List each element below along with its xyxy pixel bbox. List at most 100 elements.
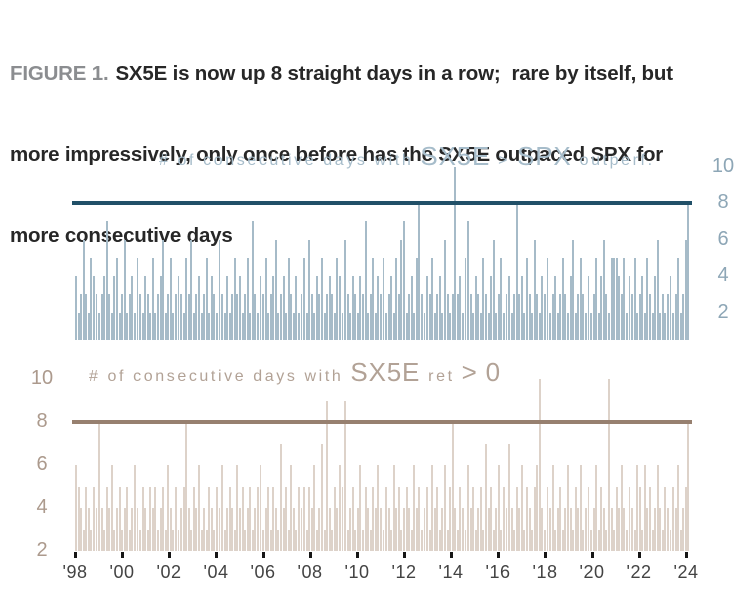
bar bbox=[520, 276, 523, 340]
bar bbox=[182, 486, 185, 551]
bar bbox=[105, 486, 108, 551]
bar bbox=[625, 312, 628, 340]
top-chart-title: # of consecutive days with SX5E > SPX ou… bbox=[159, 141, 655, 172]
bar bbox=[549, 508, 551, 551]
chart-title-text: > 0 bbox=[461, 357, 501, 387]
x-tick-label: '08 bbox=[297, 562, 323, 582]
bar bbox=[426, 276, 428, 340]
bar bbox=[151, 257, 154, 340]
bar bbox=[382, 529, 385, 551]
bar bbox=[659, 508, 662, 551]
bar bbox=[569, 276, 572, 340]
bar bbox=[482, 529, 485, 551]
bar bbox=[674, 508, 677, 551]
bar bbox=[90, 257, 93, 340]
bar bbox=[679, 529, 682, 551]
bar bbox=[415, 257, 418, 340]
bar bbox=[400, 239, 403, 340]
bar bbox=[467, 221, 469, 340]
bar bbox=[326, 294, 329, 340]
bar bbox=[569, 508, 572, 551]
chart-title-text: outperf. bbox=[579, 152, 655, 169]
bar bbox=[638, 486, 641, 551]
bar bbox=[533, 239, 536, 340]
bar bbox=[392, 312, 395, 340]
bar bbox=[518, 294, 521, 340]
bar bbox=[231, 294, 234, 340]
bar bbox=[372, 486, 375, 551]
bar bbox=[651, 312, 654, 340]
bar bbox=[226, 508, 229, 551]
x-tick-mark bbox=[402, 552, 406, 558]
y-tick-label: 6 bbox=[36, 453, 48, 475]
bar bbox=[410, 276, 413, 340]
bar bbox=[244, 294, 247, 340]
y-tick-label: 2 bbox=[717, 300, 729, 323]
bar bbox=[682, 294, 685, 340]
bar bbox=[513, 529, 516, 551]
bar bbox=[415, 508, 418, 551]
bar bbox=[262, 294, 264, 340]
bar bbox=[556, 312, 559, 340]
y-tick-label: 8 bbox=[717, 191, 729, 214]
bar bbox=[95, 294, 98, 340]
bar bbox=[251, 529, 254, 551]
bar bbox=[269, 529, 272, 551]
y-tick-label: 10 bbox=[711, 154, 735, 177]
bar bbox=[85, 294, 88, 340]
x-tick-label: '00 bbox=[109, 562, 135, 582]
bar bbox=[536, 294, 539, 340]
bar bbox=[246, 257, 249, 340]
x-tick-label: '12 bbox=[391, 562, 417, 582]
bar bbox=[536, 465, 539, 551]
x-tick-label: '22 bbox=[626, 562, 652, 582]
bar bbox=[587, 276, 590, 340]
x-tick-mark bbox=[684, 552, 688, 558]
bar bbox=[436, 294, 439, 340]
bar bbox=[661, 529, 664, 551]
bar bbox=[128, 529, 131, 551]
bar bbox=[485, 443, 487, 551]
bar bbox=[100, 508, 103, 551]
bar bbox=[239, 276, 241, 340]
x-tick-mark bbox=[214, 552, 218, 558]
bar bbox=[136, 257, 139, 340]
bar bbox=[490, 276, 493, 340]
bar bbox=[333, 486, 336, 551]
bar bbox=[423, 508, 426, 551]
bar bbox=[454, 166, 457, 340]
bar bbox=[677, 257, 680, 340]
bar bbox=[259, 465, 262, 551]
bar bbox=[308, 486, 311, 551]
bar bbox=[200, 312, 203, 340]
bar bbox=[613, 257, 616, 340]
bar bbox=[666, 508, 669, 551]
bar bbox=[146, 294, 149, 340]
bar bbox=[195, 508, 198, 551]
bar bbox=[359, 276, 362, 340]
bar bbox=[215, 312, 218, 340]
bar bbox=[303, 257, 305, 340]
figure-title-line-1: FIGURE 1. SX5E is now up 8 straight days … bbox=[10, 60, 744, 87]
bar bbox=[164, 312, 167, 340]
x-tick-mark bbox=[355, 552, 359, 558]
bar bbox=[523, 312, 526, 340]
bar bbox=[382, 257, 385, 340]
bar bbox=[456, 529, 459, 551]
bar bbox=[310, 294, 313, 340]
bar bbox=[356, 312, 359, 340]
bar bbox=[400, 529, 403, 551]
bar bbox=[208, 486, 211, 551]
bar bbox=[564, 294, 567, 340]
bar bbox=[387, 508, 390, 551]
bar bbox=[387, 294, 390, 340]
bar bbox=[231, 508, 234, 551]
bar bbox=[364, 486, 367, 551]
bar bbox=[577, 508, 580, 551]
bar bbox=[318, 294, 321, 340]
bar bbox=[559, 486, 562, 551]
bar bbox=[541, 276, 544, 340]
bar bbox=[75, 465, 77, 551]
bar bbox=[123, 508, 126, 551]
bar bbox=[620, 294, 623, 340]
